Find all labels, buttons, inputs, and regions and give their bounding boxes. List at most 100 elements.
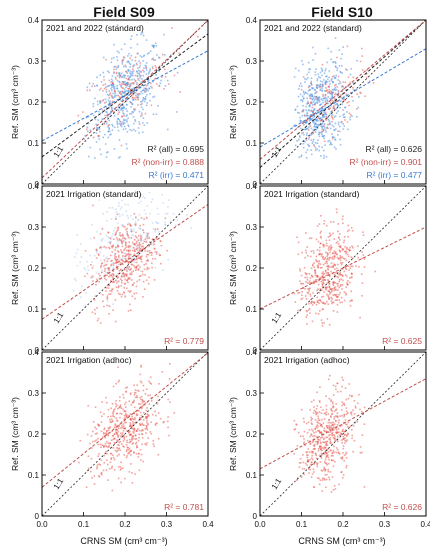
scatter-point [322,122,324,125]
scatter-point [106,459,108,461]
scatter-point [328,89,330,91]
scatter-point [87,269,90,271]
scatter-point [109,257,111,260]
scatter-point [105,287,108,289]
scatter-point [146,237,149,240]
scatter-point [138,452,140,455]
scatter-point [126,147,128,150]
scatter-point [359,316,361,319]
scatter-point [130,450,132,453]
scatter-point [103,56,105,59]
scatter-point [132,64,134,67]
scatter-point [308,451,311,453]
y-tick-label: 0.2 [28,430,40,439]
scatter-point [120,467,123,470]
scatter-point [131,436,133,438]
scatter-point [336,272,339,274]
scatter-point [320,266,323,269]
scatter-point [333,434,336,436]
scatter-point [328,290,330,292]
scatter-point [140,106,143,109]
scatter-point [126,110,128,112]
scatter-point [113,262,115,265]
scatter-point [135,98,137,101]
scatter-point [340,278,343,280]
scatter-point [108,269,111,272]
scatter-point [142,242,144,245]
scatter-point [109,93,111,96]
scatter-point [332,465,335,468]
scatter-point [112,268,115,270]
scatter-point [97,423,99,426]
scatter-point [346,253,349,256]
scatter-point [117,426,119,428]
scatter-point [110,274,112,276]
scatter-point [306,246,308,248]
scatter-point [325,395,327,397]
scatter-point [108,293,110,295]
scatter-point [138,242,141,244]
scatter-point [139,103,142,106]
scatter-point [140,260,143,263]
scatter-point [86,433,89,436]
scatter-point [99,100,101,102]
scatter-point [317,449,320,452]
scatter-point [132,98,135,100]
scatter-point [340,57,342,60]
scatter-point [313,471,315,473]
scatter-point [112,270,115,272]
scatter-point [145,84,148,87]
scatter-point [90,264,92,266]
scatter-point [139,228,142,231]
scatter-point [323,111,325,113]
scatter-point [129,303,131,306]
scatter-point [96,129,99,131]
scatter-point [343,113,346,115]
scatter-point [109,242,112,245]
scatter-point [306,73,308,76]
scatter-point [331,434,334,437]
scatter-point [74,277,76,280]
scatter-point [159,417,162,420]
scatter-point [97,424,100,427]
scatter-point [300,99,302,101]
scatter-point [167,426,169,429]
scatter-point [311,320,314,323]
scatter-point [317,299,319,302]
scatter-point [338,130,341,133]
scatter-point [335,74,337,77]
scatter-point [136,34,138,36]
scatter-point [330,491,333,493]
scatter-point [111,246,114,249]
scatter-point [140,75,142,77]
scatter-point [77,114,80,117]
scatter-point [314,274,317,277]
scatter-point [108,124,111,126]
scatter-point [349,118,351,121]
scatter-point [136,446,139,448]
scatter-point [315,425,318,428]
scatter-point [307,454,309,456]
scatter-point [132,230,135,232]
scatter-point [322,263,325,266]
scatter-point [327,431,330,434]
scatter-point [334,255,336,257]
scatter-point [330,79,333,81]
scatter-point [312,97,315,99]
scatter-point [332,89,335,91]
scatter-point [313,445,316,447]
scatter-point [311,454,313,457]
scatter-point [303,438,305,440]
scatter-point [154,267,157,269]
scatter-point [109,112,112,114]
scatter-point [125,115,127,117]
scatter-point [310,149,313,151]
scatter-point [84,250,87,252]
fit-line-irr [259,48,427,148]
scatter-point [316,124,318,126]
scatter-point [138,249,141,252]
scatter-point [332,424,335,426]
scatter-point [114,92,116,95]
scatter-point [333,418,336,420]
scatter-point [160,79,162,82]
